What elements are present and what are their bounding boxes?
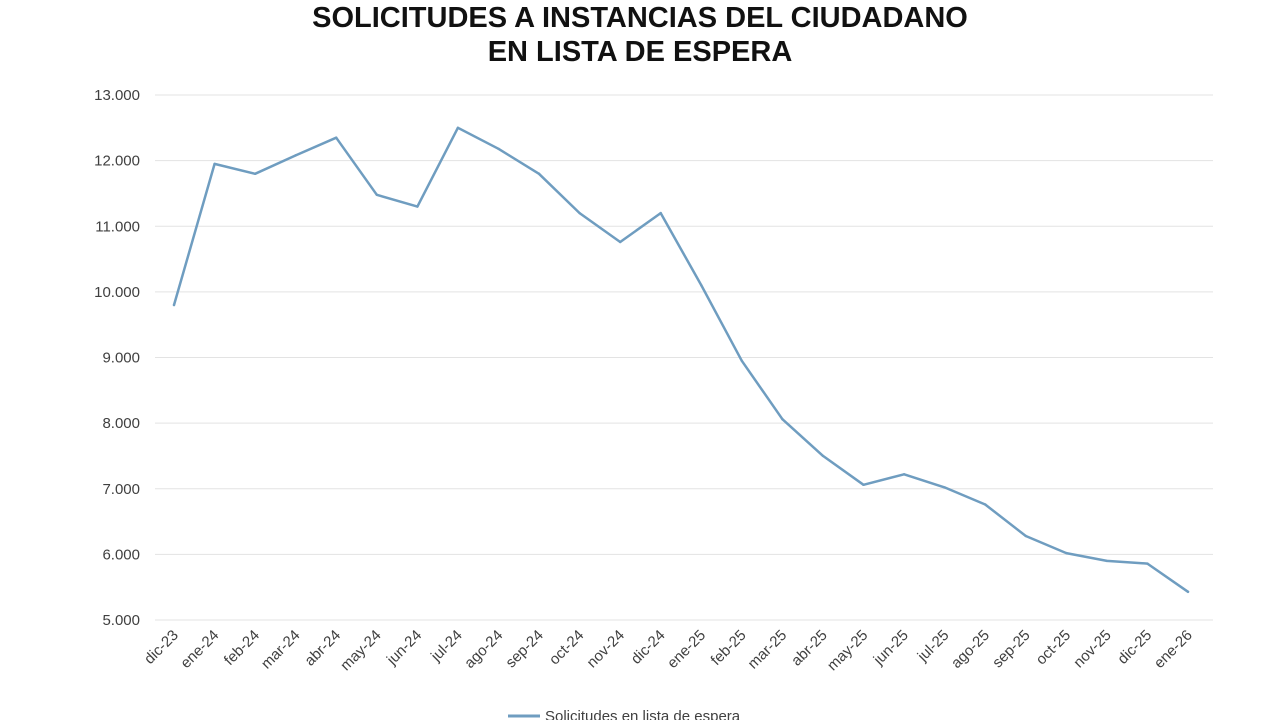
x-tick-label: sep-24: [502, 627, 546, 671]
x-tick-label: ene-26: [1151, 627, 1196, 672]
data-point: [578, 211, 581, 215]
data-point: [821, 454, 825, 458]
data-point: [740, 359, 744, 362]
data-point: [943, 486, 946, 489]
data-point: [1146, 562, 1149, 565]
data-point: [537, 172, 541, 175]
x-tick-label: ene-25: [664, 627, 709, 672]
x-tick-label: dic-25: [1114, 627, 1155, 668]
x-tick-label: dic-23: [141, 627, 182, 668]
x-tick-label: jul-25: [914, 627, 953, 666]
x-tick-label: dic-24: [628, 627, 669, 668]
data-point: [456, 126, 460, 130]
data-point: [416, 205, 419, 208]
series-line: [172, 126, 1190, 594]
data-point: [659, 211, 662, 215]
data-point: [902, 473, 906, 476]
chart-title-line-1: SOLICITUDES A INSTANCIAS DEL CIUDADANO: [312, 2, 968, 34]
legend-label: Solicitudes en lista de espera: [545, 708, 741, 720]
data-point: [335, 136, 338, 139]
y-tick-label: 6.000: [102, 546, 140, 563]
x-tick-label: sep-25: [989, 627, 1033, 671]
x-tick-label: may-25: [824, 627, 871, 674]
y-tick-label: 9.000: [102, 350, 140, 367]
gridlines: [155, 94, 1213, 621]
data-point: [618, 240, 622, 244]
series-layer: [172, 126, 1190, 594]
y-tick-label: 12.000: [94, 153, 140, 170]
x-tick-label: jun-24: [383, 627, 425, 669]
y-tick-label: 10.000: [94, 284, 140, 301]
data-point: [213, 162, 216, 166]
x-tick-label: jun-25: [870, 627, 912, 669]
chart-title-line-2: EN LISTA DE ESPERA: [487, 36, 793, 68]
y-axis-tick-labels: 13.000 12.000 11.000 10.000 9.000 8.000 7.000 6…: [94, 87, 140, 629]
legend: Solicitudes en lista de espera: [508, 708, 741, 720]
data-point: [781, 417, 784, 421]
data-point: [253, 172, 257, 175]
data-point: [172, 303, 176, 307]
x-tick-label: nov-25: [1070, 627, 1114, 671]
x-tick-label: mar-25: [745, 627, 791, 673]
y-tick-label: 13.000: [94, 87, 140, 104]
x-tick-label: feb-24: [221, 627, 263, 669]
data-point: [294, 154, 297, 157]
data-point: [1105, 559, 1109, 563]
x-tick-label: ene-24: [177, 627, 222, 672]
y-tick-label: 7.000: [102, 481, 140, 498]
data-point: [497, 147, 500, 151]
data-point: [1024, 534, 1027, 538]
x-tick-label: ago-25: [948, 627, 993, 672]
x-tick-label: may-24: [337, 627, 384, 674]
x-tick-label: nov-24: [584, 627, 628, 671]
x-tick-label: oct-25: [1033, 627, 1075, 669]
data-point: [984, 503, 987, 506]
x-tick-label: jul-24: [427, 627, 466, 666]
y-tick-label: 5.000: [102, 612, 140, 629]
x-tick-label: feb-25: [708, 627, 750, 669]
data-point: [700, 284, 703, 287]
x-tick-label: oct-24: [546, 627, 588, 669]
x-tick-label: ago-24: [461, 627, 506, 672]
data-point: [375, 193, 378, 196]
data-point: [862, 483, 865, 487]
x-tick-label: mar-24: [258, 627, 304, 673]
data-point: [1186, 590, 1190, 593]
y-tick-label: 11.000: [95, 218, 140, 235]
y-tick-label: 8.000: [102, 415, 140, 432]
data-point: [1065, 551, 1068, 555]
